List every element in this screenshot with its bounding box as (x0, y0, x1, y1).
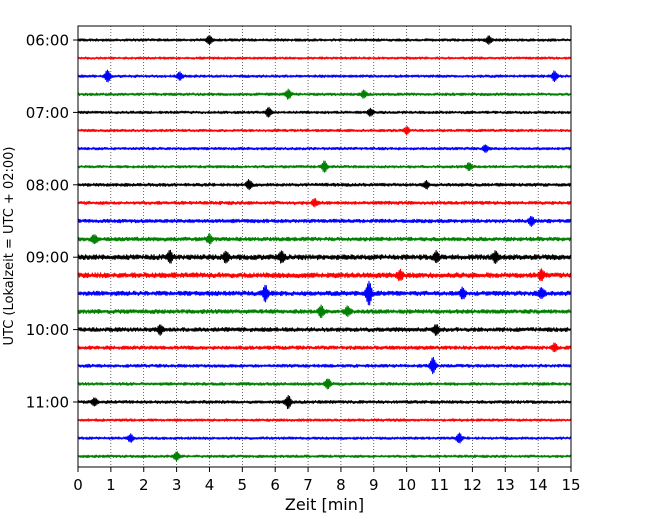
x-tick-label: 9 (369, 476, 379, 494)
y-tick-label: 08:00 (26, 176, 69, 194)
trace-line (77, 249, 572, 265)
trace-line (77, 378, 572, 390)
x-tick-label: 13 (496, 476, 515, 494)
x-tick-label: 10 (397, 476, 416, 494)
x-tick-label: 12 (463, 476, 482, 494)
x-axis-label: Zeit [min] (285, 495, 364, 514)
y-tick-label: 09:00 (26, 249, 69, 267)
trace-line (77, 56, 572, 60)
seismic-traces (77, 35, 572, 462)
trace-line (77, 432, 572, 444)
trace-line (77, 144, 572, 154)
x-tick-label: 15 (561, 476, 580, 494)
x-tick-label: 0 (73, 476, 83, 494)
trace-line (77, 342, 572, 353)
y-tick-label: 11:00 (26, 394, 69, 412)
trace-line (77, 106, 572, 118)
trace-line (77, 216, 572, 227)
trace-line (77, 35, 572, 46)
plot-background (78, 26, 571, 467)
x-tick-label: 3 (172, 476, 182, 494)
x-tick-label: 8 (336, 476, 346, 494)
trace-line (77, 324, 572, 336)
x-axis-ticks: 0 1 2 3 4 5 6 7 8 9 10 11 12 13 14 15 (73, 467, 581, 494)
trace-line (77, 418, 572, 422)
trace-line (77, 69, 572, 83)
y-axis-label: UTC (Lokalzeit = UTC + 02:00) (2, 147, 17, 346)
trace-line (77, 160, 572, 173)
y-tick-label: 10:00 (26, 321, 69, 339)
x-tick-label: 2 (139, 476, 149, 494)
x-tick-label: 1 (106, 476, 116, 494)
y-axis-ticks: 06:00 07:00 08:00 09:00 10:00 11:00 (26, 32, 78, 412)
trace-line (77, 280, 572, 306)
x-tick-label: 6 (270, 476, 280, 494)
trace-line (77, 179, 572, 191)
trace-line (77, 233, 572, 245)
trace-line (77, 451, 572, 462)
y-tick-label: 06:00 (26, 32, 69, 50)
x-tick-label: 7 (303, 476, 313, 494)
trace-line (77, 126, 572, 136)
trace-line (77, 268, 572, 282)
x-tick-label: 4 (205, 476, 215, 494)
trace-line (77, 356, 572, 375)
trace-line (77, 304, 572, 319)
plot-frame (77, 25, 572, 468)
x-tick-label: 14 (529, 476, 548, 494)
y-tick-label: 07:00 (26, 104, 69, 122)
trace-line (77, 88, 572, 100)
trace-line (77, 198, 572, 208)
trace-line (77, 395, 572, 410)
x-tick-label: 5 (238, 476, 248, 494)
x-tick-label: 11 (430, 476, 449, 494)
